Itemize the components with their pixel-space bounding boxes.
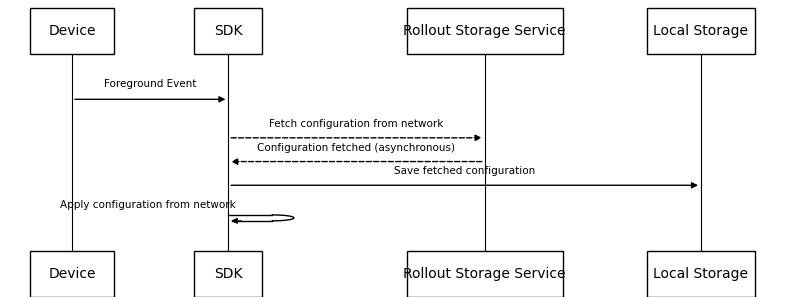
FancyBboxPatch shape bbox=[406, 8, 562, 54]
Text: Device: Device bbox=[48, 267, 96, 281]
Text: Apply configuration from network: Apply configuration from network bbox=[60, 200, 236, 211]
Text: Fetch configuration from network: Fetch configuration from network bbox=[269, 119, 444, 129]
Text: Rollout Storage Service: Rollout Storage Service bbox=[404, 24, 566, 38]
Text: SDK: SDK bbox=[214, 267, 243, 281]
Text: SDK: SDK bbox=[214, 24, 243, 38]
Text: Configuration fetched (asynchronous): Configuration fetched (asynchronous) bbox=[257, 143, 456, 153]
FancyBboxPatch shape bbox=[406, 251, 562, 297]
FancyBboxPatch shape bbox=[647, 8, 755, 54]
Text: Local Storage: Local Storage bbox=[654, 267, 748, 281]
Text: Save fetched configuration: Save fetched configuration bbox=[394, 166, 535, 176]
FancyBboxPatch shape bbox=[30, 8, 114, 54]
FancyBboxPatch shape bbox=[194, 251, 263, 297]
FancyBboxPatch shape bbox=[194, 8, 263, 54]
FancyBboxPatch shape bbox=[647, 251, 755, 297]
Text: Local Storage: Local Storage bbox=[654, 24, 748, 38]
FancyBboxPatch shape bbox=[30, 251, 114, 297]
Text: Device: Device bbox=[48, 24, 96, 38]
Text: Rollout Storage Service: Rollout Storage Service bbox=[404, 267, 566, 281]
Text: Foreground Event: Foreground Event bbox=[104, 79, 196, 89]
